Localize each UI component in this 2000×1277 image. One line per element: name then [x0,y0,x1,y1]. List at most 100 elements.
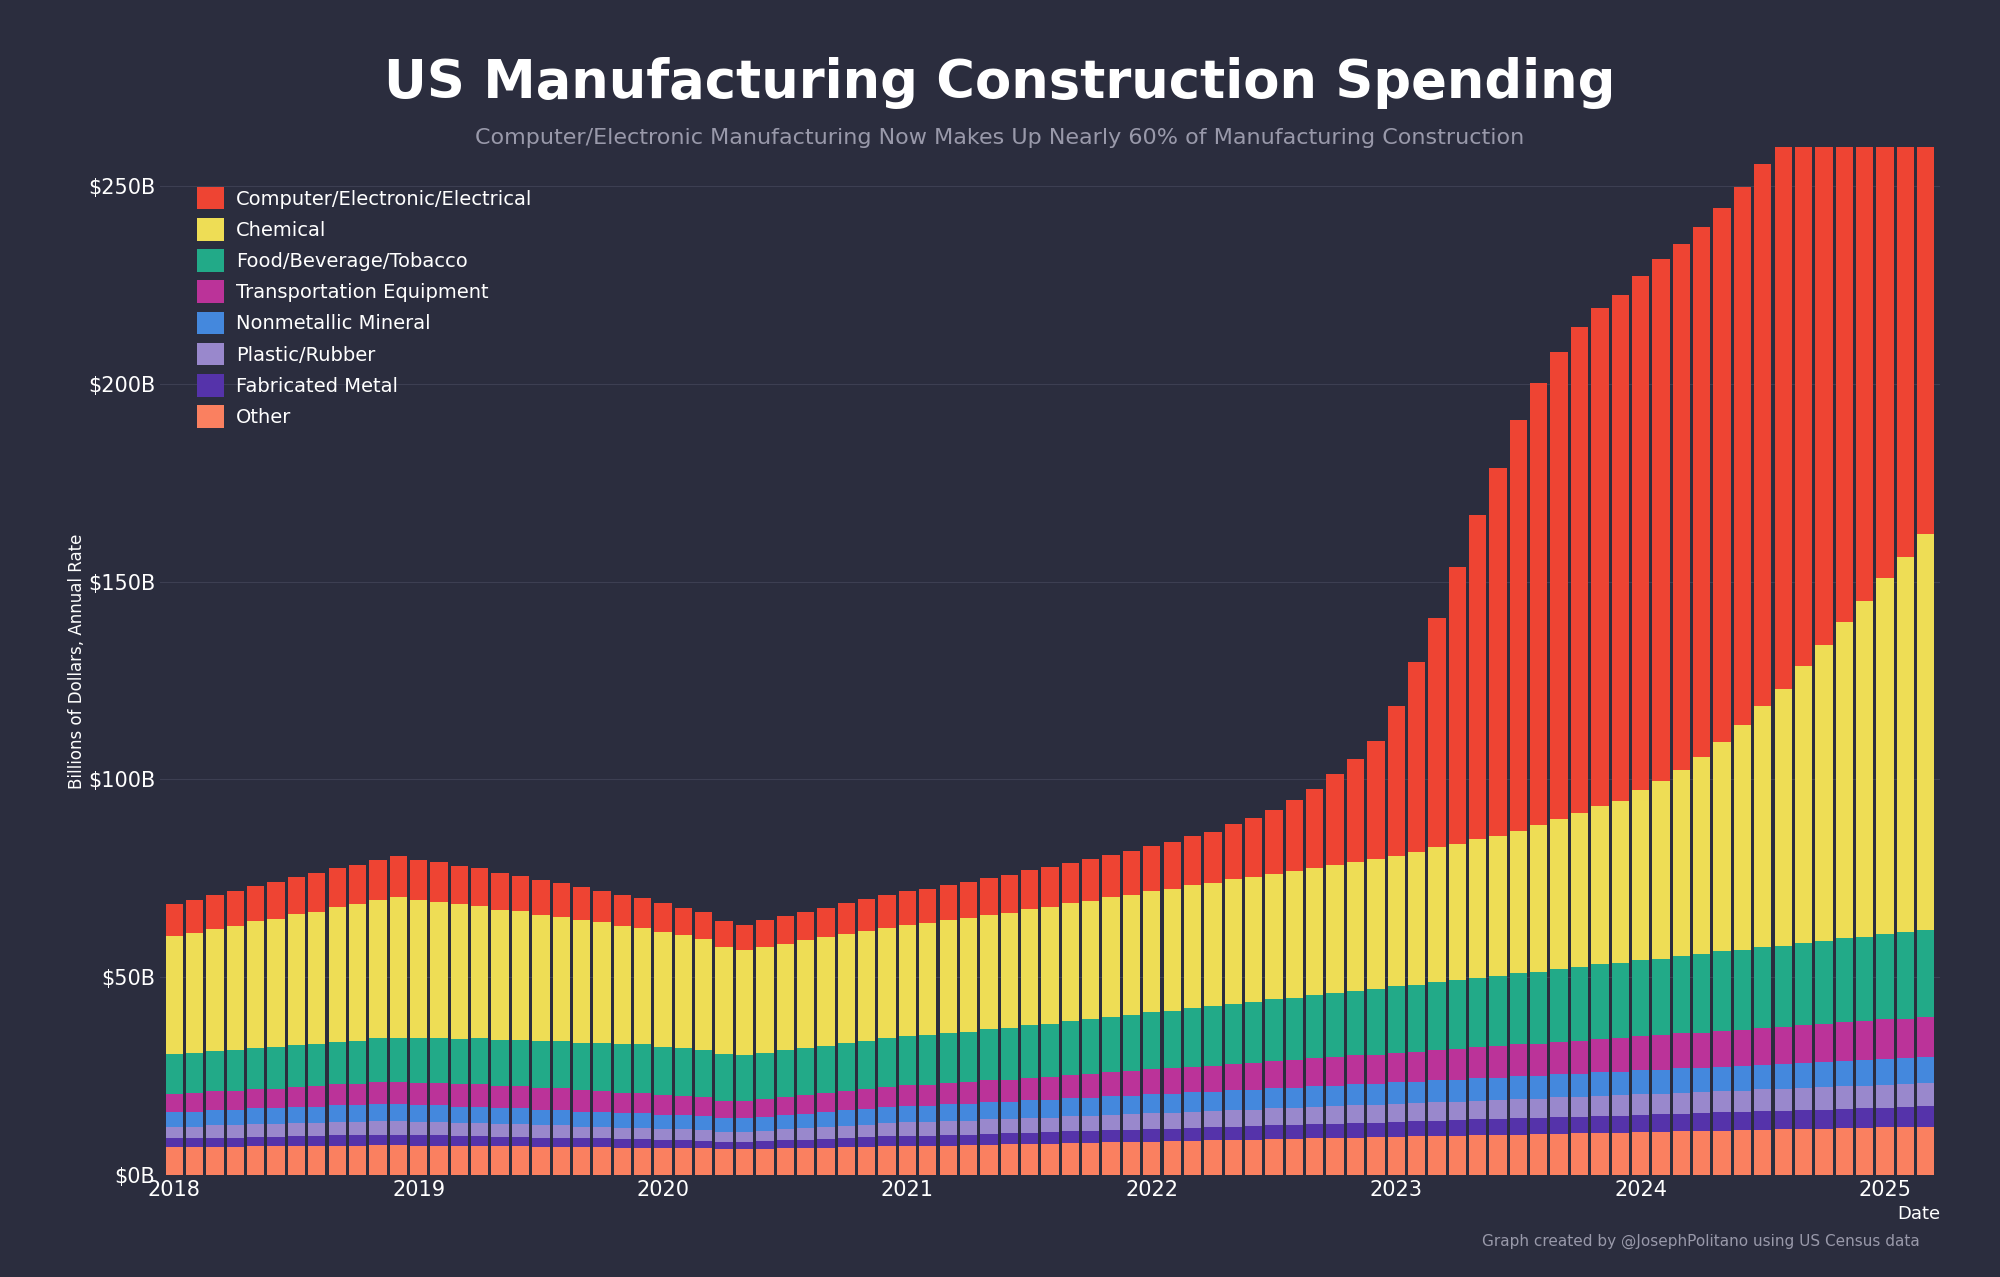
Bar [1550,1074,1568,1097]
Bar [960,918,978,1032]
Bar [1448,567,1466,844]
Bar [512,1039,530,1085]
Bar [1774,688,1792,945]
Bar [818,937,834,1046]
Bar [532,1041,550,1088]
Bar [614,1093,630,1114]
Bar [1652,1094,1670,1115]
Bar [1794,1062,1812,1088]
Bar [1714,742,1730,951]
Bar [268,1137,284,1147]
Bar [1246,1126,1262,1139]
Bar [654,1148,672,1175]
Bar [796,1096,814,1114]
Bar [348,1145,366,1175]
Bar [1346,1138,1364,1175]
Bar [1388,1052,1404,1083]
Bar [430,1122,448,1135]
Bar [920,889,936,923]
Bar [532,914,550,1041]
Bar [980,1080,998,1102]
Bar [390,856,406,898]
Bar [796,1114,814,1128]
Bar [736,1142,754,1149]
Bar [594,1139,610,1147]
Bar [268,1108,284,1124]
Bar [1896,932,1914,1019]
Bar [1470,1078,1486,1101]
Bar [1510,420,1528,831]
Bar [776,1140,794,1148]
Bar [940,1105,956,1121]
Bar [348,1122,366,1135]
Bar [1490,1135,1506,1175]
Bar [1184,1066,1202,1092]
Bar [1570,1133,1588,1175]
Bar [960,1121,978,1134]
Bar [1408,1137,1426,1175]
Bar [1754,1028,1772,1065]
Bar [1246,1139,1262,1175]
Bar [328,1084,346,1106]
Bar [328,867,346,907]
Bar [1122,1096,1140,1115]
Bar [776,916,794,944]
Bar [1204,1111,1222,1128]
Bar [756,1130,774,1142]
Bar [472,1107,488,1122]
Bar [1306,867,1324,995]
Bar [348,904,366,1041]
Bar [1266,1139,1282,1175]
Bar [1122,1142,1140,1175]
Bar [1368,1084,1384,1105]
Bar [1082,1131,1100,1143]
Bar [1122,852,1140,895]
Bar [1428,618,1446,848]
Bar [1774,1089,1792,1111]
Bar [1490,1046,1506,1078]
Bar [796,1139,814,1148]
Bar [1694,1131,1710,1175]
Bar [1896,1084,1914,1107]
Bar [1000,1119,1018,1133]
Bar [940,1083,956,1105]
Bar [980,1029,998,1080]
Bar [1734,1029,1752,1066]
Bar [1388,986,1404,1052]
Bar [1144,1094,1160,1114]
Bar [716,1119,732,1131]
Bar [512,911,530,1039]
Bar [552,1138,570,1147]
Bar [920,923,936,1036]
Bar [1368,1105,1384,1122]
Bar [1164,1069,1180,1094]
Bar [1306,1107,1324,1124]
Bar [1164,1142,1180,1175]
Bar [308,1087,326,1107]
Bar [328,1145,346,1175]
Bar [1266,1061,1282,1088]
Bar [1612,801,1628,963]
Bar [1246,1110,1262,1126]
Bar [1530,383,1548,825]
Bar [1490,835,1506,976]
Bar [1490,1078,1506,1099]
Bar [492,1124,508,1137]
Bar [878,1124,896,1137]
Bar [1428,982,1446,1050]
Bar [1510,1119,1528,1134]
Bar [940,919,956,1033]
Bar [858,1147,876,1175]
Bar [410,1135,428,1145]
Bar [1672,1114,1690,1131]
Bar [186,933,204,1054]
Bar [1734,1091,1752,1112]
Bar [1734,1112,1752,1130]
Bar [572,1111,590,1126]
Bar [1754,1130,1772,1175]
Bar [1652,780,1670,959]
Bar [614,926,630,1045]
Bar [634,927,652,1045]
Bar [1184,1140,1202,1175]
Bar [1530,1043,1548,1077]
